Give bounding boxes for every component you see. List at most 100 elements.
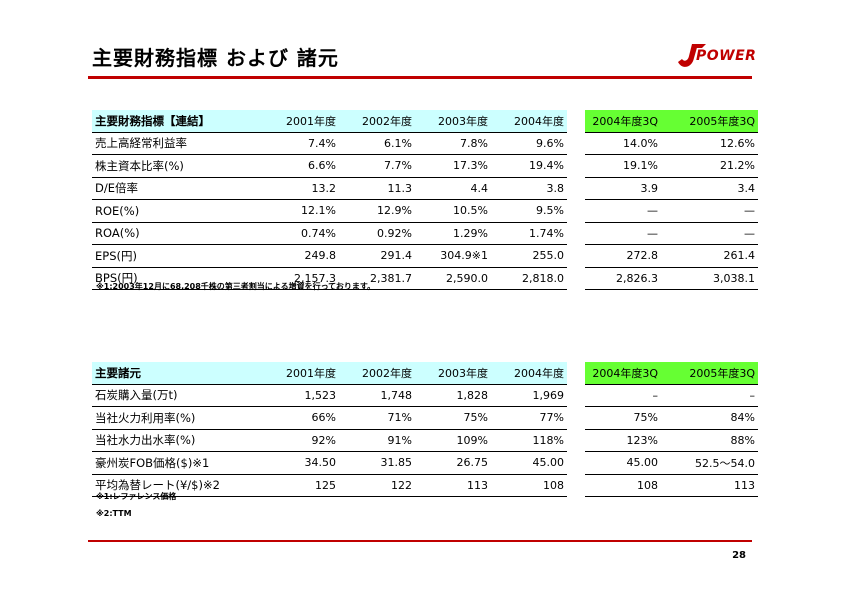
cell: 109% (415, 429, 491, 452)
spacer (567, 267, 585, 290)
cell: 3.9 (585, 177, 661, 200)
cell: 125 (263, 474, 339, 497)
key-specifications-table: 主要諸元 2001年度 2002年度 2003年度 2004年度 2004年度3… (92, 362, 758, 497)
cell: 272.8 (585, 244, 661, 268)
spacer (567, 110, 585, 132)
spacer (567, 177, 585, 200)
header-cell: 2004年度3Q (585, 110, 661, 133)
cell: 108 (585, 474, 661, 497)
header-cell: 2002年度 (339, 362, 415, 385)
logo-mark-icon (678, 44, 706, 67)
cell: 13.2 (263, 177, 339, 200)
cell: 4.4 (415, 177, 491, 200)
cell: 108 (491, 474, 567, 497)
header-cell: 2004年度3Q (585, 362, 661, 385)
cell: 7.7% (339, 154, 415, 178)
cell: 0.92% (339, 222, 415, 245)
table-row: 豪州炭FOB価格($)※1 34.50 31.85 26.75 45.00 45… (92, 451, 758, 475)
header-cell: 2001年度 (263, 110, 339, 133)
table-row: 平均為替レート(¥/$)※2 125 122 113 108 108 113 (92, 474, 758, 497)
spacer (567, 429, 585, 452)
cell: 66% (263, 406, 339, 430)
cell: 12.6% (661, 132, 758, 155)
spacer (567, 200, 585, 223)
table-row: 当社水力出水率(%) 92% 91% 109% 118% 123% 88% (92, 429, 758, 452)
cell: 113 (661, 474, 758, 497)
cell: 88% (661, 429, 758, 452)
cell: 3.8 (491, 177, 567, 200)
header-cell: 2004年度 (491, 110, 567, 133)
row-label: 平均為替レート(¥/$)※2 (92, 474, 263, 497)
spacer (567, 245, 585, 268)
cell: 9.6% (491, 132, 567, 155)
cell: 12.1% (263, 199, 339, 223)
page-number: 28 (732, 550, 746, 561)
cell: 249.8 (263, 244, 339, 268)
row-label: BPS(円) (92, 267, 263, 290)
table-row: 当社火力利用率(%) 66% 71% 75% 77% 75% 84% (92, 406, 758, 430)
cell: 12.9% (339, 199, 415, 223)
cell: 291.4 (339, 244, 415, 268)
cell: 6.6% (263, 154, 339, 178)
table-row: 石炭購入量(万t) 1,523 1,748 1,828 1,969 – – (92, 384, 758, 407)
cell: 3.4 (661, 177, 758, 200)
cell: 123% (585, 429, 661, 452)
cell: 71% (339, 406, 415, 430)
header-cell: 主要諸元 (92, 362, 263, 385)
cell: 261.4 (661, 244, 758, 268)
cell: 1.29% (415, 222, 491, 245)
cell: 113 (415, 474, 491, 497)
cell: — (661, 199, 758, 223)
cell: 77% (491, 406, 567, 430)
cell: 1.74% (491, 222, 567, 245)
cell: 34.50 (263, 451, 339, 475)
row-label: 当社火力利用率(%) (92, 406, 263, 430)
financial-indicators-table: 主要財務指標【連結】 2001年度 2002年度 2003年度 2004年度 2… (92, 110, 758, 290)
cell: 75% (585, 406, 661, 430)
cell: — (585, 222, 661, 245)
cell: 7.8% (415, 132, 491, 155)
table-row: D/E倍率 13.2 11.3 4.4 3.8 3.9 3.4 (92, 177, 758, 200)
header-cell: 2001年度 (263, 362, 339, 385)
table-header-row: 主要諸元 2001年度 2002年度 2003年度 2004年度 2004年度3… (92, 362, 758, 385)
footnote: ※1:2003年12月に68,208千株の第三者割当による増資を行っております。 (96, 282, 376, 291)
spacer (567, 222, 585, 245)
cell: 31.85 (339, 451, 415, 475)
cell: 1,828 (415, 384, 491, 407)
cell: 19.4% (491, 154, 567, 178)
cell: 17.3% (415, 154, 491, 178)
spacer (567, 362, 585, 384)
header-cell: 2002年度 (339, 110, 415, 133)
spacer (567, 474, 585, 497)
page-title: 主要財務指標 および 諸元 (92, 46, 339, 70)
cell: 10.5% (415, 199, 491, 223)
header-cell: 2004年度 (491, 362, 567, 385)
cell: 11.3 (339, 177, 415, 200)
table-row: BPS(円) 2,157.3 2,381.7 2,590.0 2,818.0 2… (92, 267, 758, 290)
cell: 0.74% (263, 222, 339, 245)
cell: 9.5% (491, 199, 567, 223)
cell: 91% (339, 429, 415, 452)
row-label: EPS(円) (92, 244, 263, 268)
jpower-logo: POWER (672, 40, 782, 70)
cell: 3,038.1 (661, 267, 758, 290)
table-row: ROE(%) 12.1% 12.9% 10.5% 9.5% — — (92, 199, 758, 223)
cell: 255.0 (491, 244, 567, 268)
header-cell: 2005年度3Q (661, 362, 758, 385)
cell: 52.5～54.0 (661, 451, 758, 475)
header-cell: 主要財務指標【連結】 (92, 110, 263, 133)
row-label: ROE(%) (92, 199, 263, 223)
cell: 6.1% (339, 132, 415, 155)
cell: 2,381.7 (339, 267, 415, 290)
row-label: 石炭購入量(万t) (92, 384, 263, 407)
footer-divider (88, 540, 752, 542)
cell: 14.0% (585, 132, 661, 155)
cell: 7.4% (263, 132, 339, 155)
cell: 2,157.3 (263, 267, 339, 290)
row-label: D/E倍率 (92, 177, 263, 200)
spacer (567, 384, 585, 407)
spacer (567, 155, 585, 178)
row-label: 豪州炭FOB価格($)※1 (92, 451, 263, 475)
cell: 45.00 (585, 451, 661, 475)
header-cell: 2003年度 (415, 362, 491, 385)
